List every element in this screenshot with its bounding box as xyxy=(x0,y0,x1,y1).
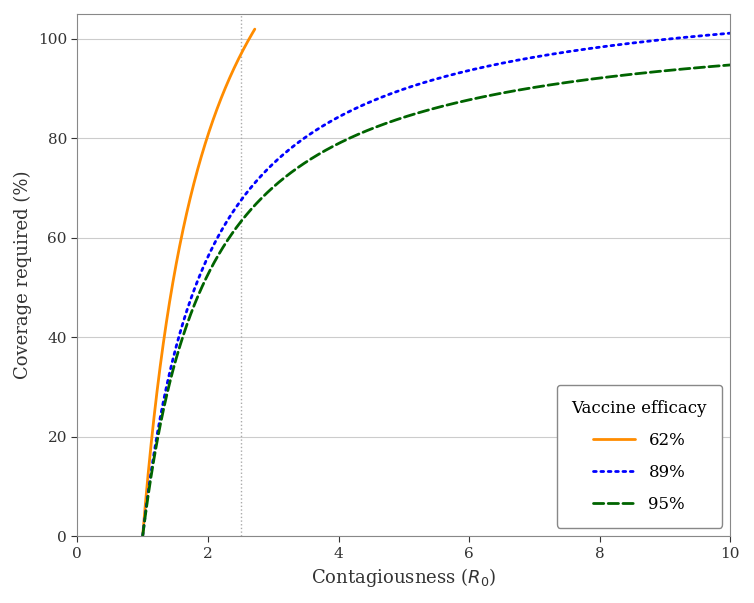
Legend: 62%, 89%, 95%: 62%, 89%, 95% xyxy=(556,385,722,528)
62% xyxy=(239,45,248,52)
62% xyxy=(152,398,161,405)
95% xyxy=(363,127,372,134)
89% xyxy=(389,89,398,96)
Y-axis label: Coverage required (%): Coverage required (%) xyxy=(14,171,32,379)
95% xyxy=(714,62,723,69)
95% xyxy=(726,62,735,69)
62% xyxy=(191,175,200,182)
95% xyxy=(651,68,660,75)
95% xyxy=(389,117,398,124)
62% xyxy=(250,25,259,33)
89% xyxy=(363,99,372,107)
89% xyxy=(205,249,214,256)
62% xyxy=(183,204,192,211)
89% xyxy=(714,31,723,38)
89% xyxy=(726,30,735,37)
89% xyxy=(240,192,249,199)
95% xyxy=(240,213,249,221)
Line: 95%: 95% xyxy=(143,65,731,535)
62% xyxy=(138,532,147,539)
89% xyxy=(651,37,660,44)
X-axis label: Contagiousness ($R_0$): Contagiousness ($R_0$) xyxy=(311,566,496,589)
95% xyxy=(138,532,147,539)
62% xyxy=(217,94,226,101)
62% xyxy=(248,29,257,36)
Line: 62%: 62% xyxy=(143,29,255,535)
95% xyxy=(205,267,214,274)
89% xyxy=(138,532,147,539)
Line: 89%: 89% xyxy=(143,33,731,535)
